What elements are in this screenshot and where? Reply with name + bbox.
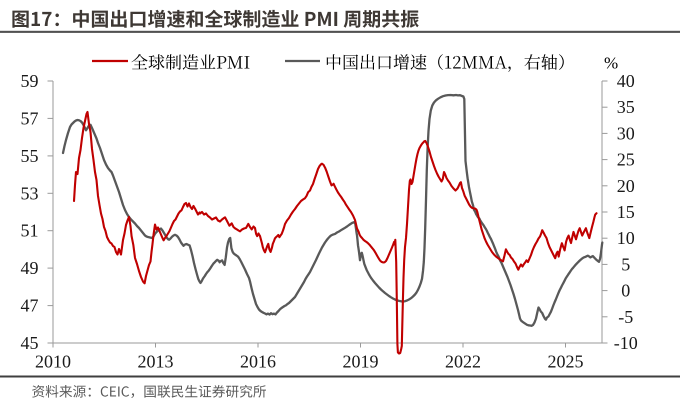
svg-text:%: % [604, 54, 618, 73]
svg-text:10: 10 [617, 228, 635, 248]
svg-text:2022: 2022 [445, 352, 481, 372]
svg-text:30: 30 [617, 123, 635, 143]
svg-text:5: 5 [621, 254, 630, 274]
svg-text:25: 25 [617, 150, 635, 170]
svg-text:35: 35 [617, 97, 635, 117]
svg-text:45: 45 [21, 333, 39, 353]
svg-text:40: 40 [617, 71, 635, 91]
svg-text:0: 0 [621, 281, 630, 301]
svg-text:-5: -5 [618, 307, 633, 327]
svg-text:2010: 2010 [35, 352, 71, 372]
svg-text:51: 51 [21, 221, 39, 241]
svg-text:-10: -10 [614, 333, 638, 353]
svg-text:15: 15 [617, 202, 635, 222]
svg-text:53: 53 [21, 183, 39, 203]
svg-text:47: 47 [21, 296, 39, 316]
svg-text:2013: 2013 [138, 352, 174, 372]
svg-text:2016: 2016 [240, 352, 276, 372]
svg-text:59: 59 [21, 71, 39, 91]
svg-text:57: 57 [21, 108, 39, 128]
svg-text:20: 20 [617, 176, 635, 196]
svg-text:2019: 2019 [343, 352, 379, 372]
svg-text:2025: 2025 [548, 352, 584, 372]
svg-text:49: 49 [21, 258, 39, 278]
svg-text:55: 55 [21, 146, 39, 166]
